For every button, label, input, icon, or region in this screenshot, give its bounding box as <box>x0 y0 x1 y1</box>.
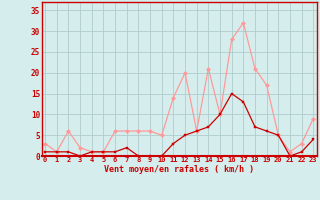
X-axis label: Vent moyen/en rafales ( km/h ): Vent moyen/en rafales ( km/h ) <box>104 165 254 174</box>
